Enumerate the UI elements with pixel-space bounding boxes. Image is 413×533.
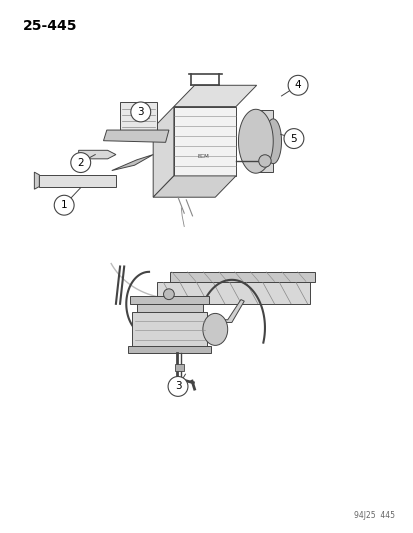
Polygon shape	[255, 110, 273, 172]
Text: ECM: ECM	[197, 154, 209, 159]
Polygon shape	[157, 282, 310, 304]
Circle shape	[131, 102, 150, 122]
Polygon shape	[128, 346, 211, 353]
Text: 25-445: 25-445	[23, 19, 77, 33]
Circle shape	[163, 289, 174, 300]
Polygon shape	[169, 272, 314, 282]
Text: 5: 5	[290, 134, 297, 143]
Polygon shape	[173, 85, 256, 107]
Circle shape	[54, 195, 74, 215]
Circle shape	[258, 155, 271, 167]
Polygon shape	[34, 172, 39, 189]
Text: 3: 3	[137, 107, 144, 117]
Polygon shape	[173, 107, 235, 176]
Polygon shape	[238, 109, 273, 173]
Polygon shape	[153, 176, 235, 197]
Circle shape	[168, 376, 188, 397]
Polygon shape	[112, 155, 153, 171]
Polygon shape	[174, 364, 183, 371]
Polygon shape	[130, 296, 209, 304]
Circle shape	[283, 128, 303, 149]
Text: 2: 2	[77, 158, 84, 167]
Polygon shape	[103, 130, 169, 142]
Text: 94J25  445: 94J25 445	[354, 511, 394, 520]
Polygon shape	[264, 119, 281, 164]
Ellipse shape	[202, 313, 227, 345]
Polygon shape	[39, 175, 116, 187]
Polygon shape	[153, 107, 173, 197]
Circle shape	[71, 152, 90, 173]
Polygon shape	[206, 300, 244, 322]
Text: 1: 1	[61, 200, 67, 210]
Text: 4: 4	[294, 80, 301, 90]
Text: 3: 3	[174, 382, 181, 391]
Polygon shape	[120, 102, 157, 133]
Polygon shape	[78, 150, 116, 159]
Polygon shape	[136, 304, 202, 312]
Circle shape	[287, 75, 307, 95]
Polygon shape	[132, 312, 206, 349]
